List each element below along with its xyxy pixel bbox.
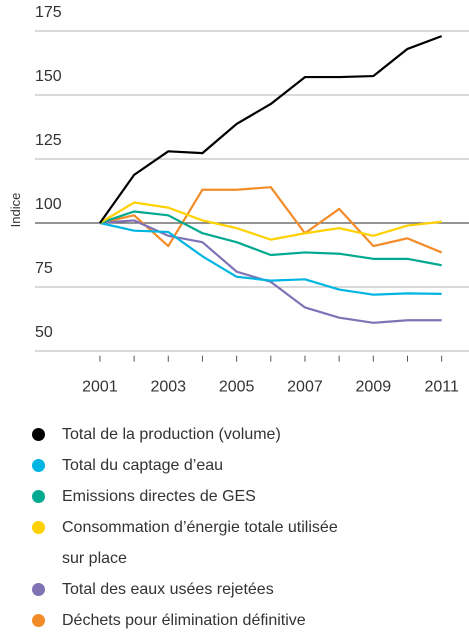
- legend-label: Total du captage d’eau: [62, 457, 224, 474]
- legend-marker: [32, 490, 45, 503]
- y-tick-label: 75: [35, 260, 53, 277]
- line: [99, 221, 442, 296]
- y-axis-label: Indice: [8, 193, 23, 228]
- line: [99, 186, 443, 254]
- x-tick-label: 2009: [356, 379, 392, 396]
- legend-item: Emissions directes de GES: [30, 481, 350, 512]
- legend-item: Consommation d’énergie totale utilisée s…: [30, 512, 350, 574]
- chart: Indice 50 75 100 125 150 175 2001 2003 2005 2007 2…: [8, 4, 469, 396]
- legend-marker: [32, 614, 45, 627]
- y-tick-label: 125: [35, 132, 62, 149]
- legend-marker: [32, 428, 45, 441]
- x-tick-label: 2003: [150, 379, 186, 396]
- line: [99, 201, 442, 241]
- legend-item: Total de la production (volume): [30, 419, 350, 450]
- legend-marker: [32, 459, 45, 472]
- y-tick-label: 100: [35, 196, 62, 213]
- legend-label: Total de la production (volume): [62, 426, 281, 443]
- legend-marker: [32, 583, 45, 596]
- y-tick-label: 150: [35, 68, 62, 85]
- legend-marker: [32, 521, 45, 534]
- legend-label: Consommation d’énergie totale utilisée s…: [62, 519, 338, 567]
- legend-label: Déchets pour élimination définitive: [62, 612, 306, 629]
- x-tick-label: 2001: [82, 379, 118, 396]
- x-tick-label: 2011: [424, 379, 459, 396]
- x-tick-label: 2007: [287, 379, 323, 396]
- legend-item: Déchets pour élimination définitive: [30, 605, 350, 636]
- legend-label: Emissions directes de GES: [62, 488, 256, 505]
- line: [99, 219, 442, 324]
- line: [99, 210, 442, 267]
- legend-item: Total du captage d’eau: [30, 450, 350, 481]
- x-tick-label: 2005: [219, 379, 255, 396]
- y-tick-label: 50: [35, 324, 53, 341]
- legend-label: Total des eaux usées rejetées: [62, 581, 274, 598]
- legend-item: Total des eaux usées rejetées: [30, 574, 350, 605]
- legend: Total de la production (volume) Total du …: [30, 419, 350, 636]
- y-tick-label: 175: [35, 4, 62, 21]
- line: [99, 35, 443, 224]
